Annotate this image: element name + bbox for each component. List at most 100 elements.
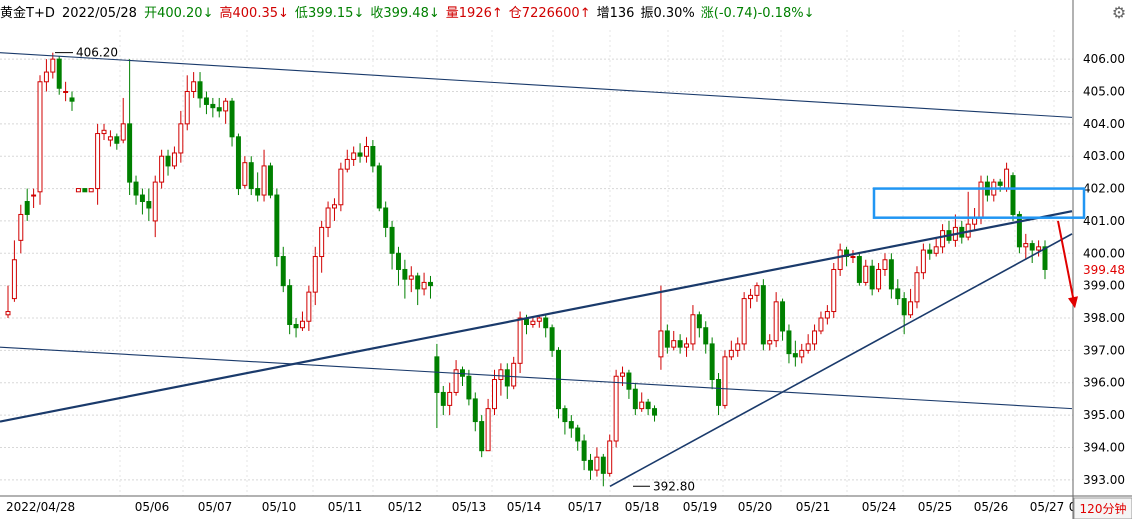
- x-tick-label: 05/18: [625, 500, 660, 514]
- candle-body: [613, 375, 619, 442]
- current-price-label: 399.48: [1083, 263, 1125, 277]
- candle-body: [876, 268, 882, 290]
- candle-body: [460, 369, 465, 377]
- x-tick-label: 05/14: [507, 500, 542, 514]
- candle-body: [754, 285, 760, 296]
- y-tick-label: 404.00: [1083, 117, 1125, 131]
- candle-body: [395, 252, 401, 270]
- candle-body: [786, 330, 792, 355]
- candle-body: [927, 249, 933, 254]
- candle-body: [472, 398, 478, 423]
- candle-body: [338, 168, 344, 206]
- candle-body: [280, 256, 286, 287]
- candle-body: [184, 90, 190, 125]
- x-tick-label: 05/10: [262, 500, 297, 514]
- quote-field-value: 136: [609, 6, 635, 21]
- x-tick-label: 05/13: [452, 500, 487, 514]
- candle-body: [389, 226, 395, 254]
- low-label: 392.80: [653, 479, 695, 493]
- candle-body: [1042, 246, 1048, 270]
- quote-field-value: (-0.74)-0.18%: [713, 6, 804, 21]
- candle-body: [69, 97, 75, 102]
- y-tick-label: 395.00: [1083, 408, 1125, 422]
- candle-body: [223, 100, 229, 112]
- candle-body: [37, 81, 43, 193]
- candle-body: [562, 408, 568, 423]
- candle-body: [88, 188, 94, 193]
- candle-body: [152, 181, 158, 222]
- candle-body: [812, 330, 818, 345]
- candle-body: [216, 107, 222, 112]
- candle-body: [517, 317, 523, 364]
- quote-field-label: 涨: [700, 6, 714, 21]
- candle-body: [408, 275, 414, 280]
- candle-body: [197, 81, 203, 99]
- candle-body: [498, 369, 504, 380]
- trendline: [609, 233, 1073, 487]
- candle-body: [421, 281, 427, 290]
- y-tick-label: 402.00: [1083, 182, 1125, 196]
- down-arrow-icon: [1057, 220, 1075, 303]
- gear-icon[interactable]: ⚙: [1111, 3, 1127, 22]
- candle-body: [684, 343, 690, 348]
- quote-fields: 开400.20↓ 高400.35↓ 低399.15↓ 收399.48↓ 量1926↑ 仓7…: [144, 6, 820, 21]
- quote-field-arrow: ↓: [278, 6, 289, 21]
- candle-body: [767, 340, 773, 345]
- quote-field-value: 399.48: [383, 6, 429, 21]
- candle-body: [139, 194, 145, 203]
- quote-field-label: 收: [370, 6, 384, 21]
- candle-body: [504, 369, 510, 387]
- candle-body: [600, 456, 606, 474]
- candle-body: [920, 249, 926, 274]
- trendline: [0, 346, 1073, 410]
- candle-body: [652, 408, 658, 416]
- x-tick-label: 05/24: [862, 500, 897, 514]
- candle-body: [101, 129, 107, 135]
- candle-body: [824, 311, 830, 319]
- x-tick-label: 05/07: [198, 500, 233, 514]
- quote-date: 2022/05/28: [62, 6, 137, 21]
- candle-body: [773, 301, 779, 342]
- x-tick-label: 05/17: [568, 500, 603, 514]
- y-tick-label: 403.00: [1083, 149, 1125, 163]
- y-tick-label: 401.00: [1083, 214, 1125, 228]
- y-tick-label: 394.00: [1083, 440, 1125, 454]
- candle-body: [632, 388, 638, 410]
- candle-body: [888, 259, 894, 290]
- candle-body: [901, 298, 907, 316]
- quote-field-label: 增: [596, 6, 610, 21]
- candle-body: [434, 356, 440, 393]
- y-tick-label: 397.00: [1083, 343, 1125, 357]
- candle-body: [191, 81, 197, 92]
- candle-body: [178, 123, 184, 154]
- x-tick-label: 05/11: [328, 500, 363, 514]
- candle-body: [741, 298, 747, 345]
- trendline: [0, 52, 1073, 118]
- candle-body: [267, 165, 273, 196]
- candle-body: [581, 440, 587, 461]
- quote-field-value: 400.20: [157, 6, 203, 21]
- candle-body: [299, 320, 305, 329]
- candle-body: [453, 369, 459, 393]
- period-label: 120分钟: [1080, 501, 1127, 516]
- x-tick-label: 05/06: [135, 500, 170, 514]
- candle-body: [95, 133, 101, 190]
- quote-field-arrow: ↓: [202, 6, 214, 21]
- quote-field: 涨(-0.74)-0.18%↓: [701, 6, 818, 21]
- candle-body: [229, 100, 235, 138]
- x-tick-label: 05/12: [388, 500, 423, 514]
- candle-body: [75, 188, 81, 193]
- period-box: [1073, 497, 1132, 519]
- quote-field-value: 0.30%: [653, 6, 695, 21]
- candle-body: [831, 268, 837, 313]
- candle-body: [645, 401, 651, 410]
- instrument-name: 黄金T+D: [0, 6, 55, 21]
- candle-body: [415, 275, 421, 290]
- candle-body: [485, 408, 491, 452]
- candle-body: [293, 323, 299, 329]
- quote-field-value: 7226600: [521, 6, 580, 21]
- candle-body: [133, 181, 139, 196]
- y-tick-label: 405.00: [1083, 84, 1125, 98]
- candle-body: [805, 343, 811, 351]
